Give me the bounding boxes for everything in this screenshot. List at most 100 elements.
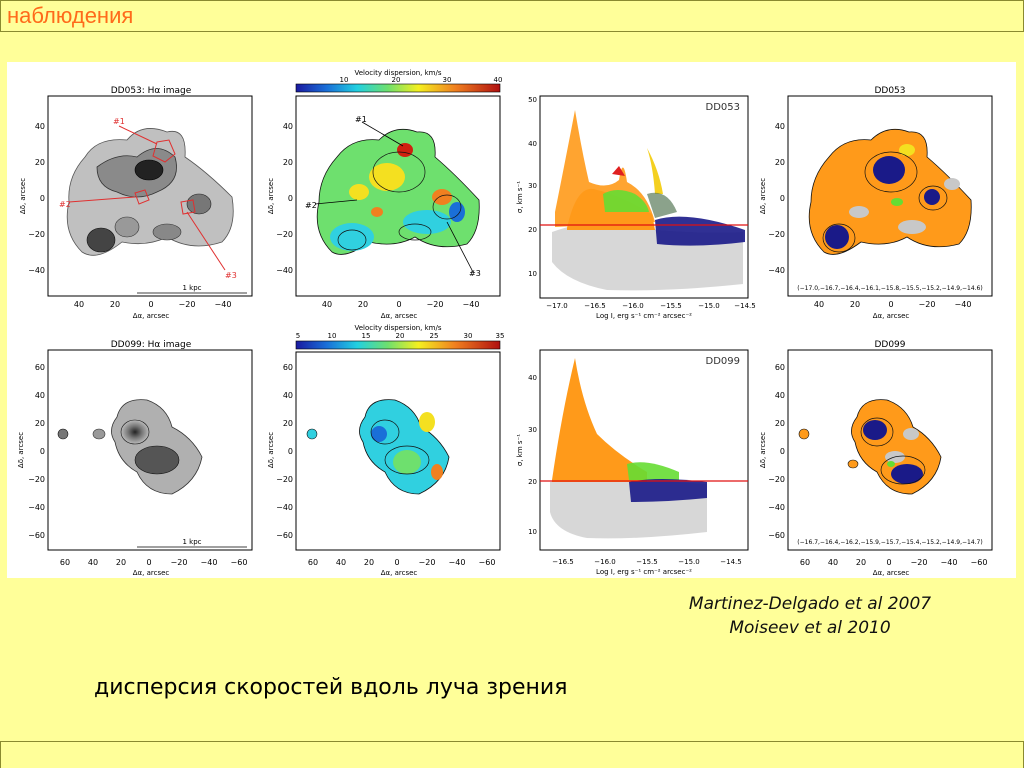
scale-bar-label: 1 kpc <box>182 538 201 546</box>
y-tick-label: 20 <box>528 478 537 486</box>
x-tick-label: −16.5 <box>552 558 573 566</box>
y-tick-label: 30 <box>528 182 537 190</box>
y-tick-label: 10 <box>528 270 537 278</box>
y-tick-label: 0 <box>780 194 785 203</box>
halpha-map-dd099: DD099: Hα image 1 kpc 60 40 20 0 −20 −40… <box>17 340 253 577</box>
y-tick-label: 10 <box>528 528 537 536</box>
x-tick-label: −17.0 <box>546 302 567 310</box>
x-tick-label: −20 <box>919 300 936 309</box>
x-tick-label: 40 <box>814 300 824 309</box>
x-tick-label: 0 <box>394 558 399 567</box>
x-axis-label: Δα, arcsec <box>133 312 170 320</box>
colorbar-tick: 35 <box>496 332 505 340</box>
y-tick-label: −60 <box>28 531 45 540</box>
contour-levels: (−16.7,−16.4,−16.2,−15.9,−15.7,−15.4,−15… <box>797 539 982 546</box>
velocity-dispersion-map-dd053: Velocity dispersion, km/s 10 20 30 40 <box>267 69 502 320</box>
x-tick-label: −60 <box>479 558 496 567</box>
class-regions <box>798 420 923 484</box>
colorbar-tick: 15 <box>362 332 371 340</box>
y-tick-label: −20 <box>768 475 785 484</box>
y-tick-label: 50 <box>528 96 537 104</box>
y-tick-label: 20 <box>528 226 537 234</box>
y-tick-label: 20 <box>35 158 45 167</box>
slide-title: наблюдения <box>7 3 134 28</box>
region-label: #2 <box>305 201 317 210</box>
colorbar-tick: 40 <box>494 76 503 84</box>
y-tick-label: 0 <box>40 194 45 203</box>
class-map-title: DD099 <box>874 340 905 350</box>
y-tick-label: −40 <box>28 266 45 275</box>
y-tick-label: −40 <box>276 266 293 275</box>
y-tick-label: 0 <box>288 194 293 203</box>
x-tick-label: −40 <box>201 558 218 567</box>
velocity-dispersion-map-dd099: Velocity dispersion, km/s 5 10 15 20 25 … <box>267 324 504 577</box>
halpha-map-dd053: DD053: Hα image #1 #2 #3 1 kpc 40 20 0 <box>19 86 253 320</box>
colorbar-tick: 20 <box>396 332 405 340</box>
x-tick-label: −40 <box>955 300 972 309</box>
x-axis-label: Log I, erg s⁻¹ cm⁻² arcsec⁻² <box>596 568 692 576</box>
x-tick-label: −14.5 <box>720 558 741 566</box>
y-axis-label: Δδ, arcsec <box>19 178 27 214</box>
colorbar-tick: 25 <box>430 332 439 340</box>
y-axis-label: Δδ, arcsec <box>759 432 767 468</box>
x-tick-label: 40 <box>828 558 838 567</box>
citation-line: Martinez-Delgado et al 2007 <box>688 594 932 614</box>
y-tick-label: 0 <box>780 447 785 456</box>
x-axis-label: Log I, erg s⁻¹ cm⁻² arcsec⁻² <box>596 312 692 320</box>
y-tick-label: 40 <box>35 122 45 131</box>
x-tick-label: 20 <box>110 300 120 309</box>
y-tick-label: −40 <box>768 503 785 512</box>
slide-caption: дисперсия скоростей вдоль луча зрения <box>94 675 568 700</box>
galaxy-label: DD053 <box>706 102 741 113</box>
x-tick-label: −16.0 <box>622 302 643 310</box>
y-tick-label: 40 <box>775 122 785 131</box>
contour-levels: (−17.0,−16.7,−16.4,−16.1,−15.8,−15.5,−15… <box>797 285 982 292</box>
y-tick-label: −20 <box>276 475 293 484</box>
y-tick-label: −60 <box>276 531 293 540</box>
y-tick-label: 40 <box>283 391 293 400</box>
region-label: #3 <box>225 271 237 280</box>
x-tick-label: 40 <box>74 300 84 309</box>
colorbar-tick: 5 <box>296 332 300 340</box>
x-tick-label: −15.0 <box>678 558 699 566</box>
y-tick-label: −40 <box>276 503 293 512</box>
y-axis-label: Δδ, arcsec <box>267 178 275 214</box>
citation-block: Martinez-Delgado et al 2007 Moiseev et a… <box>660 592 960 640</box>
y-axis-label: Δδ, arcsec <box>759 178 767 214</box>
y-tick-label: 60 <box>775 363 785 372</box>
classification-map-dd099: DD099 (−16.7,−16.4,−16.2,−15.9,−15.7,−15… <box>759 340 993 577</box>
class-regions <box>825 144 960 249</box>
y-tick-label: 60 <box>283 363 293 372</box>
colorbar-tick: 20 <box>392 76 401 84</box>
y-tick-label: 40 <box>35 391 45 400</box>
y-tick-label: −20 <box>28 475 45 484</box>
x-tick-label: −40 <box>215 300 232 309</box>
x-tick-label: 20 <box>116 558 126 567</box>
x-tick-label: −20 <box>427 300 444 309</box>
region-label: #2 <box>59 200 71 209</box>
x-tick-label: −60 <box>231 558 248 567</box>
x-tick-label: −20 <box>171 558 188 567</box>
x-tick-label: 0 <box>146 558 151 567</box>
x-tick-label: 0 <box>148 300 153 309</box>
y-tick-label: 60 <box>35 363 45 372</box>
colorbar-tick: 30 <box>443 76 452 84</box>
y-tick-label: 30 <box>528 426 537 434</box>
y-tick-label: 40 <box>283 122 293 131</box>
x-tick-label: 0 <box>886 558 891 567</box>
x-axis-label: Δα, arcsec <box>873 569 910 577</box>
dispersion-patches <box>306 412 443 480</box>
y-axis-label: σ, km s⁻¹ <box>516 181 524 213</box>
y-tick-label: 20 <box>283 419 293 428</box>
colorbar-title: Velocity dispersion, km/s <box>355 324 442 332</box>
y-tick-label: −40 <box>28 503 45 512</box>
region-label: #1 <box>355 115 367 124</box>
x-tick-label: −15.5 <box>636 558 657 566</box>
y-tick-label: 40 <box>528 140 537 148</box>
x-tick-label: −15.0 <box>698 302 719 310</box>
x-tick-label: 20 <box>358 300 368 309</box>
y-axis-label: Δδ, arcsec <box>267 432 275 468</box>
x-tick-label: 40 <box>88 558 98 567</box>
x-tick-label: −15.5 <box>660 302 681 310</box>
x-tick-label: 60 <box>60 558 70 567</box>
